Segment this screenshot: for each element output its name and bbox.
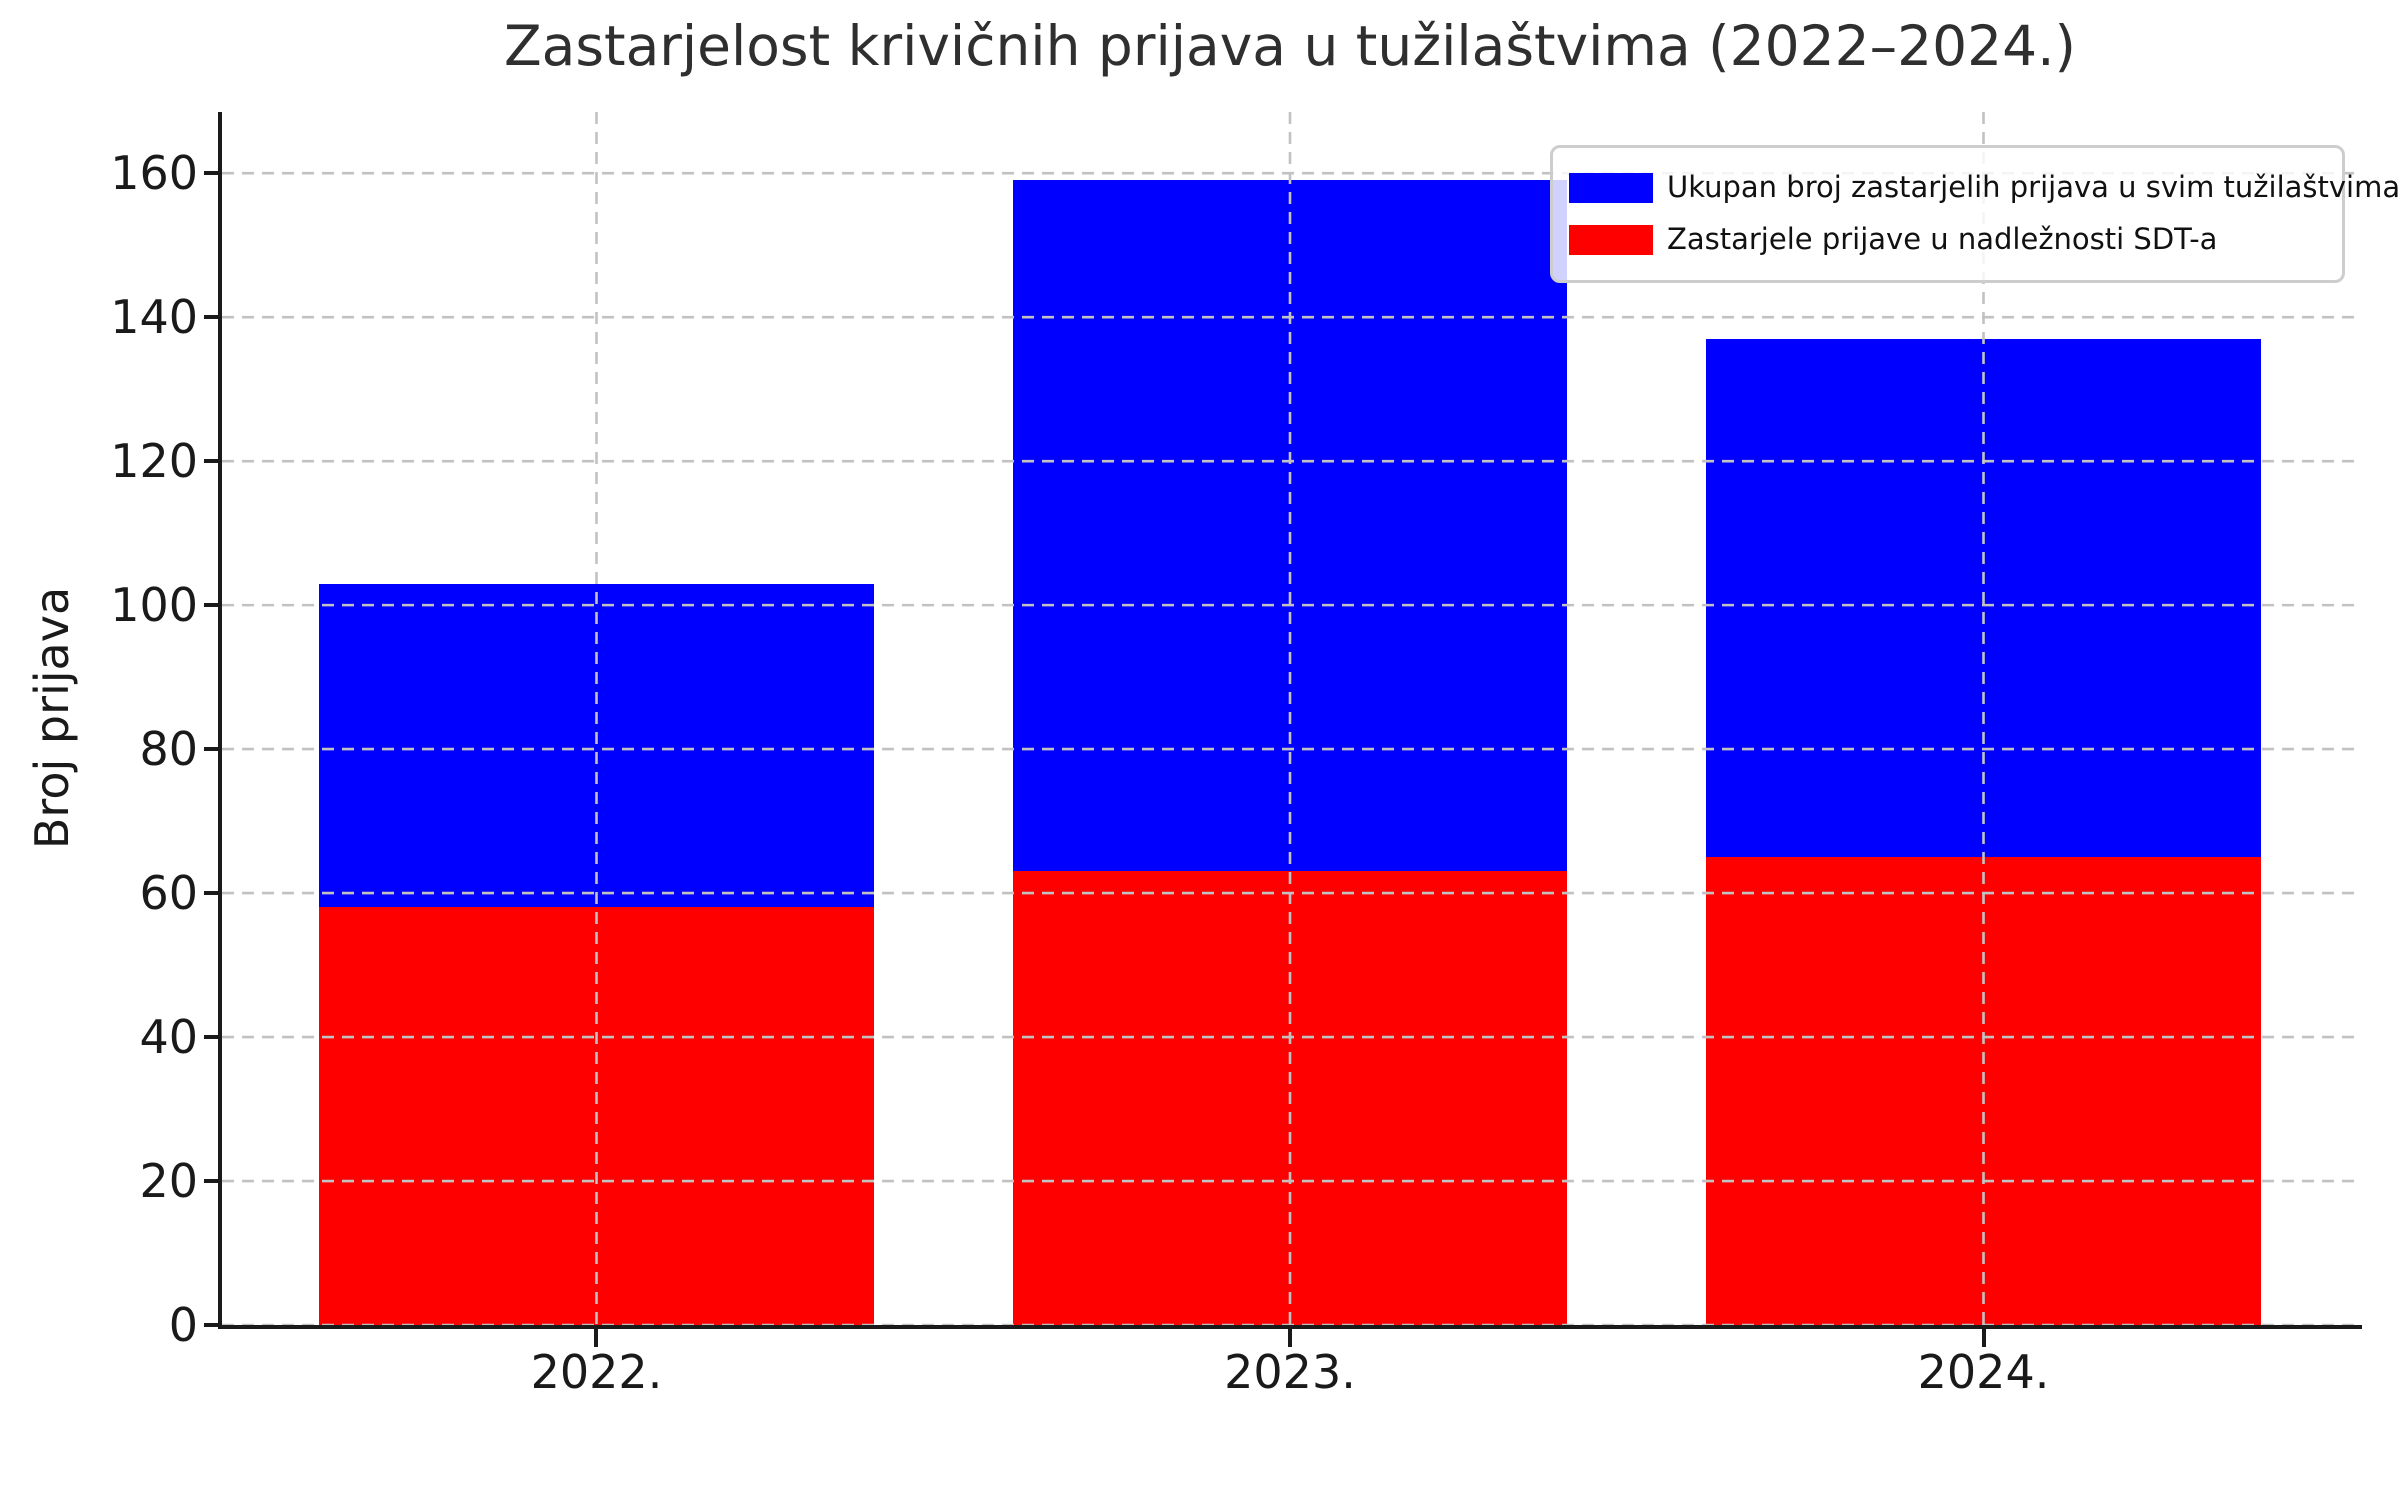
y-tick-40: [204, 1035, 222, 1040]
x-tick-2023: [1288, 1329, 1292, 1347]
y-tick-label-160: 160: [110, 146, 198, 201]
x-axis-spine: [218, 1325, 2362, 1329]
y-tick-label-60: 60: [139, 866, 198, 921]
bar-2022-sdt: [319, 907, 874, 1325]
bar-2024-sdt: [1706, 857, 2261, 1325]
x-tick-2024: [1981, 1329, 1986, 1347]
bar-2023-sdt: [1012, 871, 1568, 1325]
x-tick-label-2022: 2022.: [530, 1345, 663, 1399]
y-tick-0: [204, 1323, 222, 1327]
x-tick-label-2024: 2024.: [1917, 1345, 2050, 1399]
y-tick-60: [204, 891, 222, 896]
y-axis-label: Broj prijava: [25, 586, 79, 850]
y-tick-label-120: 120: [110, 434, 198, 489]
y-tick-label-100: 100: [110, 578, 198, 633]
y-tick-120: [204, 459, 222, 464]
y-tick-160: [204, 171, 222, 176]
x-tick-label-2023: 2023.: [1224, 1345, 1356, 1399]
legend-swatch-total-icon: [1569, 173, 1653, 203]
legend-item-sdt: Zastarjele prijave u nadležnosti SDT-a: [1569, 222, 2332, 257]
chart-title: Zastarjelost krivičnih prijava u tužilaš…: [503, 14, 2077, 78]
plot-area: [222, 112, 2358, 1325]
y-tick-label-140: 140: [110, 290, 198, 345]
y-tick-20: [204, 1179, 222, 1184]
y-tick-100: [204, 603, 222, 608]
y-tick-label-80: 80: [139, 722, 198, 777]
y-axis-spine: [218, 112, 222, 1329]
legend-item-total: Ukupan broj zastarjelih prijava u svim t…: [1569, 171, 2400, 204]
y-tick-80: [204, 747, 222, 752]
y-tick-label-0: 0: [168, 1298, 198, 1352]
legend-label-sdt: Zastarjele prijave u nadležnosti SDT-a: [1667, 222, 2218, 257]
y-tick-140: [204, 315, 222, 320]
y-tick-label-20: 20: [139, 1154, 198, 1209]
y-tick-label-40: 40: [139, 1010, 198, 1065]
legend-label-total: Ukupan broj zastarjelih prijava u svim t…: [1667, 170, 2400, 205]
x-tick-2022: [594, 1329, 599, 1347]
legend-swatch-sdt-icon: [1569, 224, 1653, 255]
legend: Ukupan broj zastarjelih prijava u svim t…: [1550, 145, 2400, 283]
